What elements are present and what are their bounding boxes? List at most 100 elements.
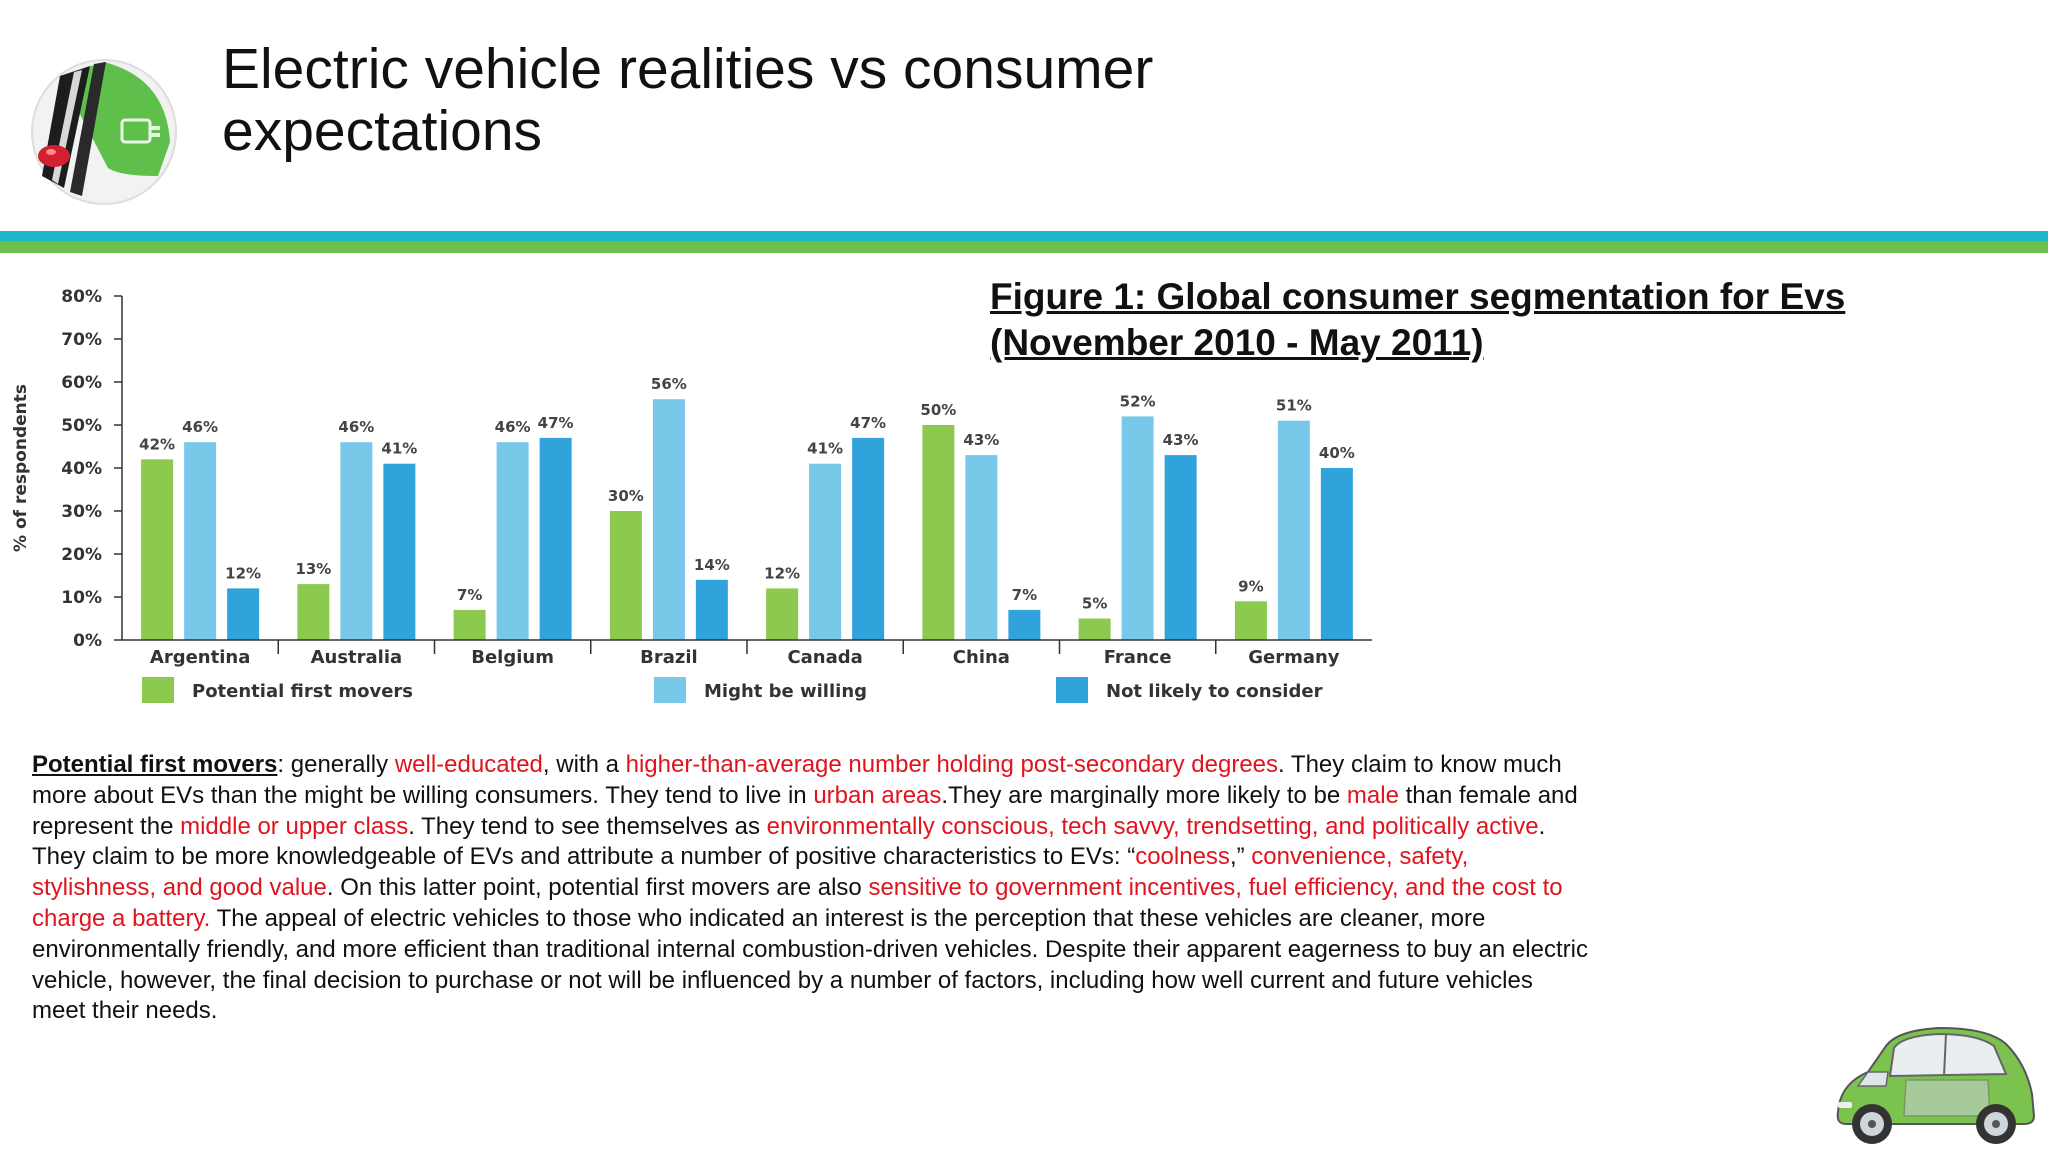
data-label: 12% [225,564,261,582]
y-axis-label: % of respondents [11,384,31,552]
bar-germany-1 [1277,420,1310,640]
slide-title: Electric vehicle realities vs consumer e… [222,37,1154,163]
bar-belgium-1 [496,442,529,640]
data-label: 50% [920,401,956,419]
bar-argentina-1 [184,442,217,640]
paragraph-text: . They tend to see themselves as [408,812,767,840]
y-tick-label: 10% [61,588,102,608]
data-label: 47% [538,414,574,432]
data-label: 46% [182,418,218,436]
x-category-label: Canada [787,647,862,668]
paragraph-text: ,” [1229,843,1252,871]
data-label: 40% [1319,444,1355,462]
data-label: 30% [608,487,644,505]
data-label: 7% [1012,586,1037,604]
data-label: 14% [694,556,730,574]
bar-argentina-2 [227,588,260,640]
figure-caption: Figure 1: Global consumer segmentation f… [990,274,1990,366]
legend-swatch [654,677,686,703]
bar-brazil-0 [609,511,642,640]
bar-canada-1 [809,463,842,640]
header-band-teal [0,231,2048,241]
bar-france-2 [1164,455,1197,640]
bar-brazil-2 [695,579,728,640]
bar-australia-0 [297,584,330,640]
legend: Potential first movers Might be willing No… [142,677,1323,703]
bar-china-1 [965,455,998,640]
y-tick-label: 80% [61,287,102,307]
x-category-label: Argentina [150,647,250,668]
data-label: 43% [1163,431,1199,449]
data-label: 51% [1276,397,1312,415]
bar-france-1 [1121,416,1154,640]
paragraph-text: . They claim to know much more about EVs… [32,751,1562,809]
data-label: 46% [338,418,374,436]
bars: 42% 46% 12% 13% 46% 41% 7% 46% 47% 30% 56% 14% 12% 41… [139,375,1355,640]
legend-label: Potential first movers [192,681,413,702]
bar-canada-0 [766,588,799,640]
y-tick-label: 0% [73,631,102,651]
highlighted-phrase: coolness [1135,843,1230,871]
legend-label: Not likely to consider [1106,681,1323,702]
bar-belgium-2 [539,437,572,640]
data-label: 5% [1082,595,1107,613]
y-tick-label: 20% [61,545,102,565]
highlighted-phrase: sensitive to government incentives, fuel… [32,874,1563,932]
data-label: 7% [457,586,482,604]
bar-brazil-1 [652,399,685,640]
paragraph-text: . They claim to be more knowledgeable of… [32,812,1546,871]
ev-plug-logo-icon [31,59,177,205]
figure-caption-line1: Figure 1: Global consumer segmentation f… [990,276,1846,317]
y-tick-label: 60% [61,373,102,393]
y-tick-label: 30% [61,502,102,522]
data-label: 43% [963,431,999,449]
bar-france-0 [1078,618,1111,640]
x-category-label: Belgium [471,647,554,668]
bar-germany-2 [1320,468,1353,640]
x-category-label: Brazil [640,647,698,668]
legend-swatch [1056,677,1088,703]
y-tick-label: 70% [61,330,102,350]
data-label: 9% [1238,577,1263,595]
paragraph-text: The appeal of electric vehicles to those… [32,904,1588,1025]
highlighted-phrase: higher-than-average number holding post-… [625,751,1279,778]
bar-belgium-0 [453,609,486,640]
figure-caption-line2: (November 2010 - May 2011) [990,322,1484,363]
data-label: 12% [764,564,800,582]
data-label: 13% [295,560,331,578]
data-label: 52% [1120,392,1156,410]
first-movers-description: Potential first movers: generally well-e… [32,750,1592,1027]
segmentation-bar-chart: 0% 10% 20% 30% 40% 50% 60% 70% 80% % of responden… [11,287,1372,703]
data-label: 46% [495,418,531,436]
data-label: 42% [139,435,175,453]
paragraph-text: . On this latter point, potential first … [326,874,869,902]
data-label: 47% [850,414,886,432]
data-label: 41% [381,440,417,458]
x-axis: Argentina Australia Belgium Brazil Canada Chi… [122,639,1372,668]
highlighted-phrase: male [1346,781,1399,809]
x-category-label: Germany [1248,647,1340,668]
green-electric-car-icon [1836,1026,2036,1144]
bar-australia-1 [340,442,373,640]
paragraph-text: , with a [542,751,626,778]
bar-china-2 [1008,609,1041,640]
paragraph-lead: Potential first movers [32,751,278,778]
data-label: 56% [651,375,687,393]
highlighted-phrase: middle or upper class [180,812,409,840]
bar-germany-0 [1234,601,1267,640]
highlighted-phrase: convenience, safety, stylishness, and go… [32,843,1469,902]
highlighted-phrase: environmentally conscious, tech savvy, t… [766,812,1539,840]
y-tick-label: 40% [61,459,102,479]
legend-swatch [142,677,174,703]
y-tick-label: 50% [61,416,102,436]
legend-label: Might be willing [704,681,867,702]
paragraph-text: : generally [277,751,395,778]
paragraph-text: .They are marginally more likely to be [941,781,1347,809]
x-category-label: Australia [311,647,403,668]
highlighted-phrase: well-educated [394,751,543,778]
y-axis: 0% 10% 20% 30% 40% 50% 60% 70% 80% % of responden… [11,287,123,651]
x-category-label: China [953,647,1010,668]
highlighted-phrase: urban areas [813,781,942,809]
bar-australia-2 [383,463,416,640]
bar-argentina-0 [141,459,174,640]
